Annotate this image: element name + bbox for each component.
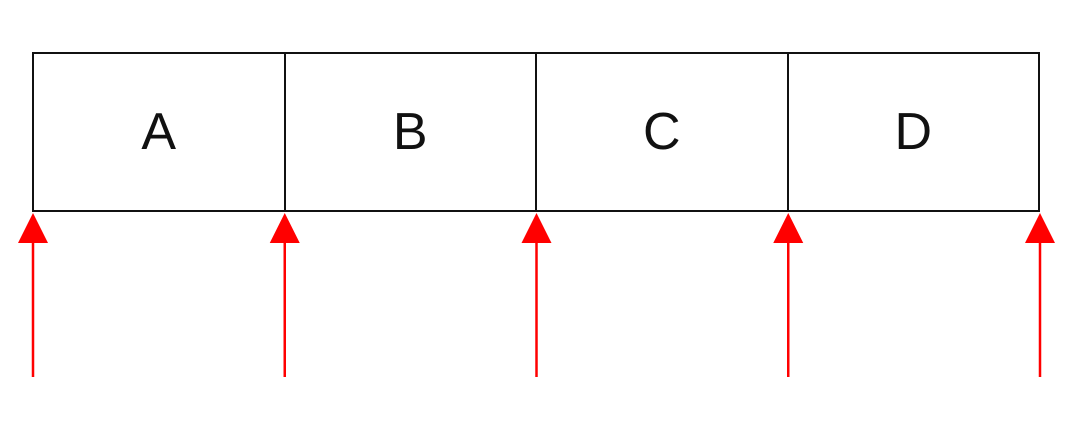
cell-c: C [535, 54, 787, 210]
array-row: A B C D [32, 52, 1040, 212]
cell-label-d: D [894, 103, 933, 161]
boundary-arrow-1 [18, 213, 48, 377]
arrow-head [773, 213, 804, 243]
arrow-head [269, 213, 300, 243]
cell-a: A [34, 54, 284, 210]
cell-b: B [283, 54, 536, 210]
arrow-head [521, 213, 552, 243]
boundary-arrow-5 [1025, 213, 1055, 377]
boundary-arrow-2 [269, 213, 300, 377]
cell-d: D [786, 54, 1039, 210]
cell-label-b: B [392, 103, 428, 161]
boundary-arrow-4 [773, 213, 804, 377]
arrow-head [1025, 213, 1055, 243]
boundary-arrow-3 [521, 213, 552, 377]
arrow-head [18, 213, 48, 243]
cell-label-a: A [141, 103, 177, 161]
cell-label-c: C [642, 103, 681, 161]
